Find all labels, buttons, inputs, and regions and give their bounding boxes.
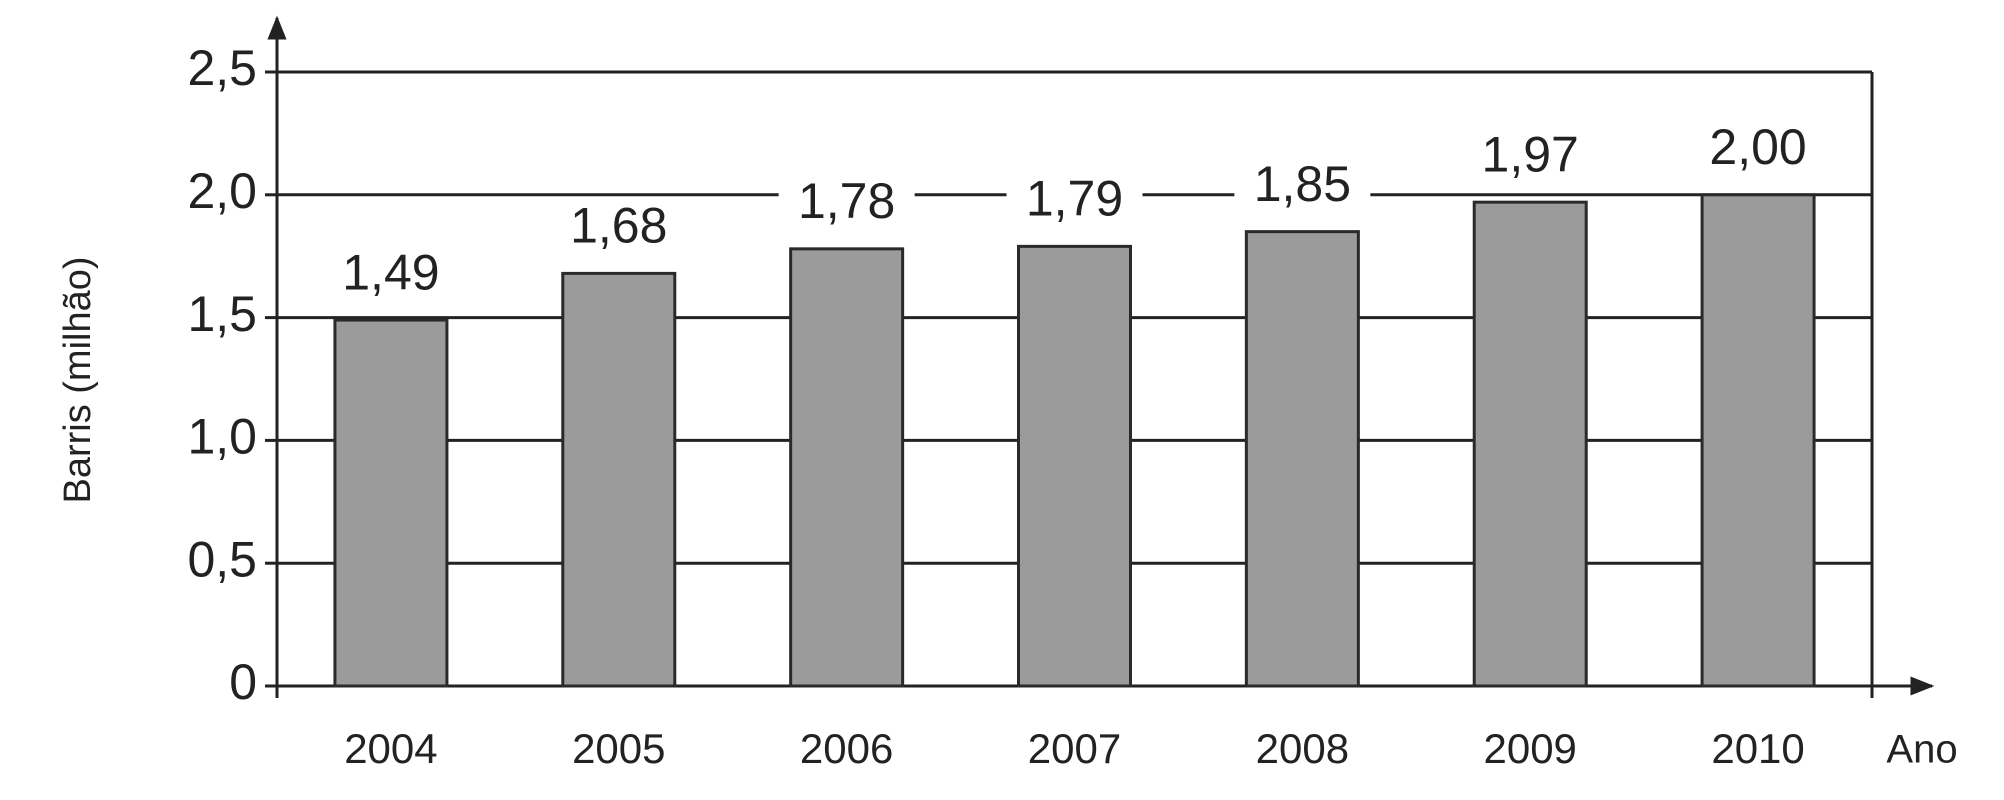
y-tick-label: 0,5 (187, 531, 257, 587)
bar (1472, 200, 1588, 688)
value-label: 2,00 (1709, 119, 1806, 175)
bar (561, 271, 677, 688)
bar (1244, 230, 1360, 688)
value-label-bg (1006, 174, 1143, 231)
x-tick-label: 2007 (1028, 725, 1121, 772)
y-tick-label: 2,5 (187, 40, 257, 96)
value-label: 1,85 (1254, 156, 1351, 212)
y-axis-label: Barris (milhão) (57, 256, 99, 503)
value-label-bg (550, 201, 687, 258)
bar (789, 247, 905, 688)
value-label-bg (778, 176, 915, 233)
value-label: 1,97 (1482, 126, 1579, 182)
value-label-bg (1690, 122, 1827, 179)
y-tick-label: 1,5 (187, 286, 257, 342)
bar (333, 318, 449, 688)
x-tick-label: 2008 (1256, 725, 1349, 772)
value-label: 1,79 (1026, 171, 1123, 227)
bar (1017, 244, 1132, 688)
x-tick-label: 2006 (800, 725, 893, 772)
value-label-bg (1234, 159, 1371, 216)
value-label-bg (322, 248, 459, 305)
bar (1700, 193, 1816, 688)
y-tick-label: 2,0 (187, 163, 257, 219)
y-tick-label: 0 (229, 654, 257, 710)
value-label: 1,49 (342, 244, 439, 300)
x-tick-label: 2005 (572, 725, 665, 772)
value-label: 1,78 (798, 173, 895, 229)
value-label-bg (1462, 130, 1599, 187)
y-tick-label: 1,0 (187, 409, 257, 465)
value-label: 1,68 (570, 198, 667, 254)
x-tick-label: 2009 (1483, 725, 1576, 772)
x-tick-label: 2010 (1711, 725, 1804, 772)
x-axis-label: Ano (1886, 728, 1957, 772)
x-tick-label: 2004 (344, 725, 437, 772)
